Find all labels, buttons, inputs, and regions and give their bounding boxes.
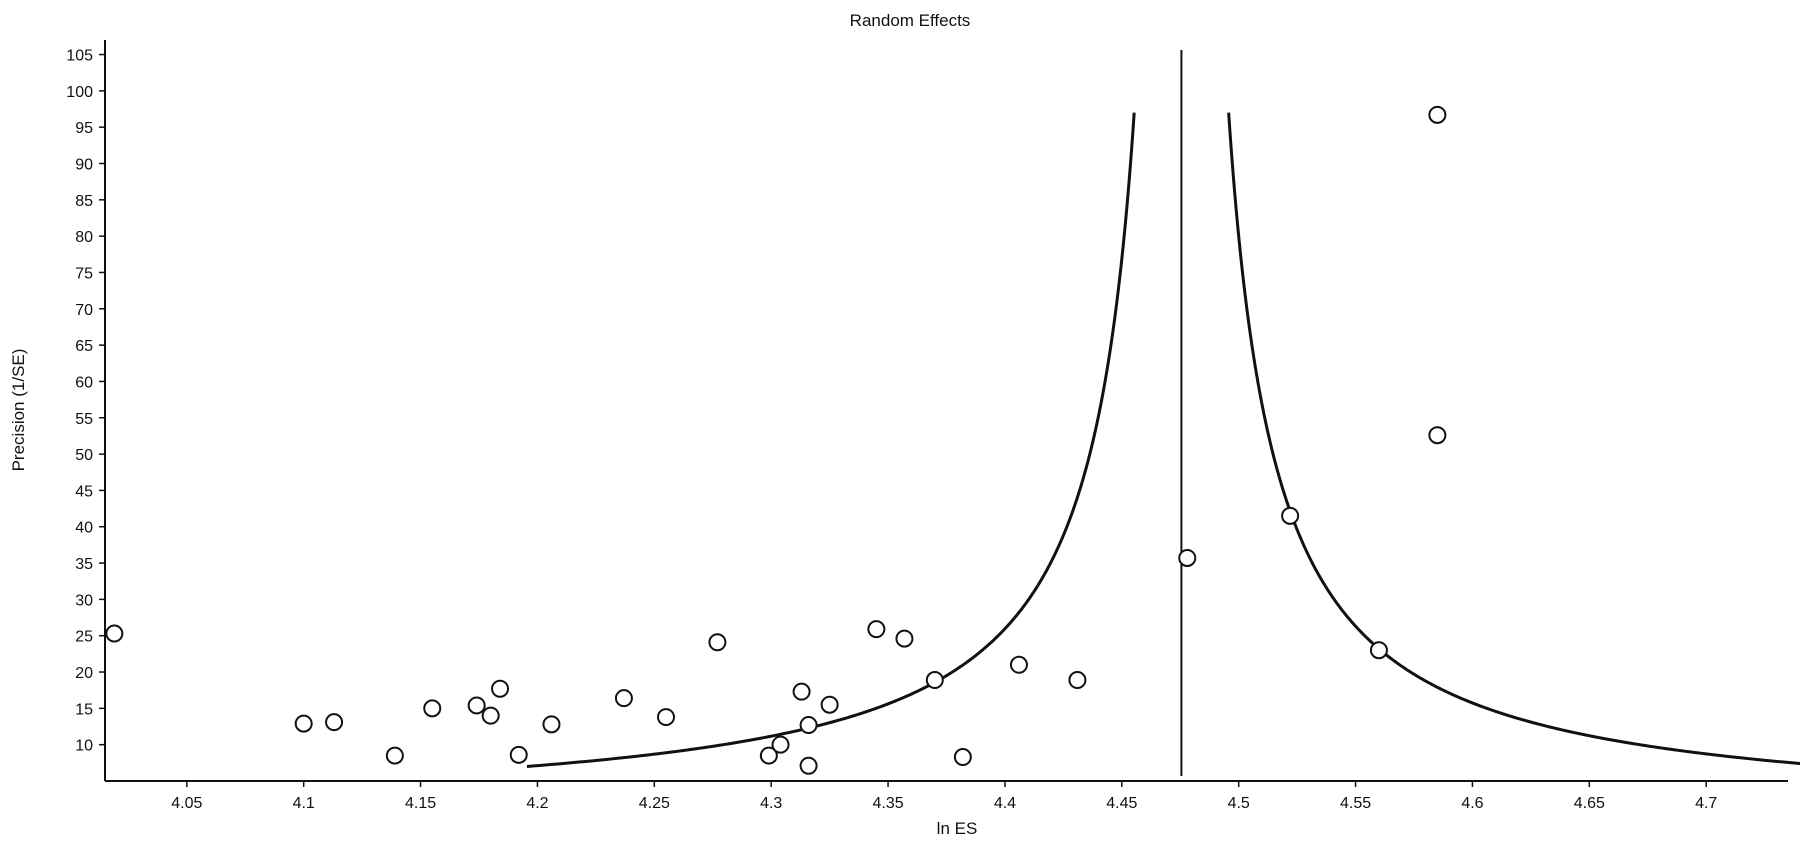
study-point: [820, 695, 839, 714]
x-tick-label: 4.4: [994, 795, 1016, 812]
funnel-left-curve: [526, 112, 1136, 768]
study-point: [1281, 506, 1300, 525]
study-point: [953, 748, 972, 767]
y-tick-label: 10: [75, 738, 93, 755]
study-point: [1178, 548, 1197, 567]
x-tick-label: 4.1: [293, 795, 315, 812]
study-point: [708, 633, 727, 652]
study-point: [491, 679, 510, 698]
x-axis-title: ln ES: [937, 819, 978, 838]
study-point: [423, 699, 442, 718]
study-point: [759, 746, 778, 765]
funnel-right-curve: [1227, 112, 1800, 766]
chart-title: Random Effects: [850, 11, 971, 30]
study-point: [925, 671, 944, 690]
study-point: [481, 706, 500, 725]
y-tick-label: 90: [75, 157, 93, 174]
y-tick-label: 40: [75, 520, 93, 537]
study-points: [105, 105, 1447, 775]
study-point: [657, 708, 675, 727]
y-tick-label: 95: [75, 120, 93, 137]
y-tick-label: 100: [66, 84, 93, 101]
study-point: [895, 629, 914, 648]
y-tick-label: 85: [75, 193, 93, 210]
x-tick-label: 4.5: [1228, 795, 1250, 812]
study-point: [614, 689, 633, 708]
study-point: [1009, 655, 1028, 674]
y-tick-label: 50: [75, 447, 93, 464]
x-tick-label: 4.65: [1574, 795, 1605, 812]
study-point: [509, 745, 528, 764]
x-tick-label: 4.15: [405, 795, 436, 812]
study-point: [325, 713, 344, 732]
y-tick-label: 60: [75, 374, 93, 391]
x-tick-label: 4.6: [1461, 795, 1483, 812]
x-tick-label: 4.55: [1340, 795, 1371, 812]
study-point: [467, 696, 486, 715]
x-tick-label: 4.35: [872, 795, 903, 812]
study-point: [1068, 671, 1087, 690]
study-point: [867, 620, 886, 639]
x-tick-label: 4.25: [639, 795, 670, 812]
study-point: [792, 682, 811, 701]
study-point: [105, 624, 124, 643]
y-tick-label: 30: [75, 592, 93, 609]
study-point: [542, 715, 561, 734]
study-point: [1369, 641, 1388, 660]
y-tick-label: 55: [75, 411, 93, 428]
study-point: [294, 714, 313, 733]
y-tick-label: 25: [75, 629, 93, 646]
x-tick-label: 4.45: [1106, 795, 1137, 812]
study-point: [1428, 105, 1447, 124]
study-point: [385, 746, 404, 765]
y-tick-label: 75: [75, 265, 93, 282]
study-point: [1428, 426, 1447, 445]
y-tick-label: 15: [75, 701, 93, 718]
y-tick-label: 45: [75, 483, 93, 500]
y-tick-label: 105: [66, 48, 93, 65]
x-tick-label: 4.3: [760, 795, 782, 812]
x-tick-label: 4.05: [171, 795, 202, 812]
y-tick-label: 35: [75, 556, 93, 573]
study-point: [799, 756, 818, 775]
x-tick-label: 4.2: [526, 795, 548, 812]
y-axis-ticks: 10 15 20 25 30 35 40 45 50 55 60 65 70 75 80 85 90 95 100 1…: [66, 48, 105, 755]
y-tick-label: 65: [75, 338, 93, 355]
x-tick-label: 4.7: [1695, 795, 1717, 812]
x-axis-ticks: 4.05 4.1 4.15 4.2 4.25 4.3 4.35 4.4 4.45 4.5 4.55 4…: [171, 781, 1717, 812]
y-axis-title: Precision (1/SE): [9, 349, 28, 472]
y-tick-label: 80: [75, 229, 93, 246]
study-point: [771, 735, 790, 754]
study-point: [799, 716, 818, 735]
y-tick-label: 20: [75, 665, 93, 682]
y-tick-label: 70: [75, 302, 93, 319]
